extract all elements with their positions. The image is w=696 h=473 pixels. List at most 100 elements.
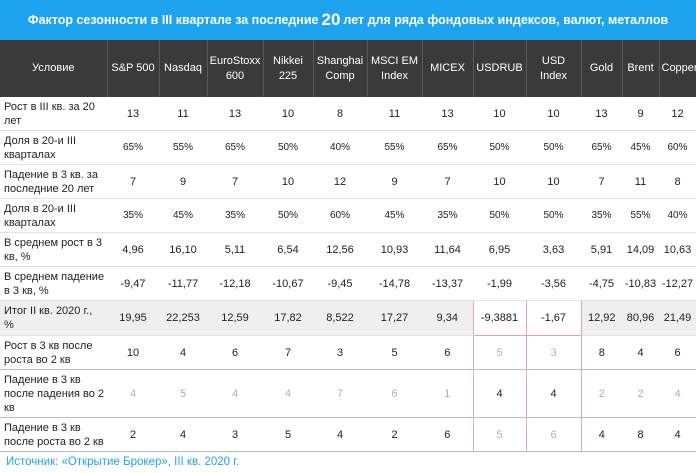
table-cell: -14,78: [367, 266, 422, 301]
row-condition-label: В среднем падение в 3 кв, %: [0, 266, 107, 301]
title-big-number: 20: [321, 10, 341, 29]
table-cell: 65%: [581, 130, 622, 165]
table-cell: 4: [525, 369, 582, 418]
table-cell: 2: [367, 417, 422, 452]
source-note: Источник: «Открытие Брокер», III кв. 202…: [6, 456, 240, 468]
table-cell: 9: [367, 164, 422, 199]
table-cell: 65%: [107, 130, 159, 165]
row-condition-label: Итог II кв. 2020 г., %: [0, 300, 107, 336]
table-cell: 3: [207, 417, 263, 452]
table-row: Падение в 3 кв после роста во 2 кв 2 4 3 5 4 2…: [0, 417, 696, 452]
page-title: Фактор сезонности в III квартале за посл…: [0, 0, 696, 40]
table-cell: 10: [107, 335, 159, 370]
table-cell: 4: [659, 369, 696, 418]
header-col: Nasdaq: [159, 40, 208, 97]
table-row: Падение в 3 кв после падения во 2 кв 4 5 4 4…: [0, 369, 696, 418]
table-cell: 3: [313, 335, 367, 370]
table-cell: 4: [622, 335, 659, 370]
table-cell: 40%: [659, 198, 696, 233]
table-cell: 6: [659, 335, 696, 370]
table-cell: -9,47: [107, 266, 159, 301]
row-condition-label: Падение в 3 кв после роста во 2 кв: [0, 417, 107, 452]
header-col: Copper: [659, 40, 696, 97]
table-row: Доля в 20-и III кварталах 65% 55% 65% 50% 40%…: [0, 130, 696, 165]
table-cell: 80,96: [622, 300, 659, 336]
table-cell: 3,63: [526, 232, 581, 267]
table-cell: 6: [207, 335, 263, 370]
table-cell: 6: [422, 335, 473, 370]
table-cell: 6,95: [473, 232, 526, 267]
table-cell: 50%: [473, 130, 526, 165]
header-col: Shanghai Comp: [313, 40, 368, 97]
table-cell: -4,75: [581, 266, 622, 301]
table-cell: -9,3881: [472, 300, 527, 336]
row-condition-label: В среднем рост в 3 кв, %: [0, 232, 107, 267]
header-col: EuroStoxx 600: [207, 40, 264, 97]
title-post: лет для ряда фондовых индексов, валют, м…: [343, 13, 669, 27]
table-cell: 65%: [422, 130, 473, 165]
table-cell: 4: [207, 369, 263, 418]
table-cell: 11,64: [422, 232, 473, 267]
table-cell: 7: [581, 164, 622, 199]
table-cell: 10: [263, 97, 313, 131]
seasonality-table: Условие S&P 500 Nasdaq EuroStoxx 600 Nik…: [0, 40, 696, 452]
table-cell: 50%: [526, 198, 581, 233]
table-cell: 14,09: [622, 232, 659, 267]
table-cell: 7: [313, 369, 367, 418]
table-cell: -1,99: [473, 266, 526, 301]
table-cell: 13: [207, 97, 263, 131]
table-row: В среднем рост в 3 кв, % 4,96 16,10 5,11 6,5…: [0, 232, 696, 267]
table-cell: 6,54: [263, 232, 313, 267]
table-cell: 6: [367, 369, 422, 418]
table-cell: 10,63: [659, 232, 696, 267]
table-cell: 11: [367, 97, 422, 131]
header-col: Gold: [581, 40, 623, 97]
table-cell: 55%: [367, 130, 422, 165]
row-condition-label: Рост в III кв. за 20 лет: [0, 97, 107, 131]
header-col: Brent: [622, 40, 660, 97]
table-cell: 4: [313, 417, 367, 452]
table-cell: 7: [207, 164, 263, 199]
header-condition: Условие: [0, 40, 108, 97]
table-cell: 12: [313, 164, 367, 199]
table-cell: 12: [659, 97, 696, 131]
table-cell: 5: [472, 417, 527, 452]
header-col: S&P 500: [107, 40, 160, 97]
table-cell: 10: [473, 97, 526, 131]
table-row: В среднем падение в 3 кв, % -9,47 -11,77 -1…: [0, 266, 696, 301]
table-cell: 9,34: [422, 300, 473, 336]
table-cell: 45%: [159, 198, 207, 233]
table-cell: 21,49: [659, 300, 696, 336]
table-cell: 22,253: [159, 300, 207, 336]
table-cell: 5: [263, 417, 313, 452]
table-cell: 55%: [159, 130, 207, 165]
table-row: Рост в 3 кв после роста во 2 кв 10 4 6 7 3 5 6 5…: [0, 335, 696, 370]
table-cell: 50%: [263, 130, 313, 165]
table-cell: 8,522: [313, 300, 367, 336]
table-cell: 12,92: [581, 300, 622, 336]
title-pre: Фактор сезонности в III квартале за посл…: [27, 13, 319, 27]
table-cell: 4: [263, 369, 313, 418]
table-cell: 7: [422, 164, 473, 199]
table-cell: 40%: [313, 130, 367, 165]
table-cell: 2: [581, 369, 622, 418]
header-row: Условие S&P 500 Nasdaq EuroStoxx 600 Nik…: [0, 40, 696, 97]
table-cell: 6: [525, 417, 582, 452]
table-cell: -1,67: [525, 300, 582, 336]
table-cell: 60%: [659, 130, 696, 165]
table-cell: 4: [472, 369, 527, 418]
table-cell: 10: [263, 164, 313, 199]
header-col: USDRUB: [473, 40, 527, 97]
table-cell: 17,27: [367, 300, 422, 336]
row-condition-label: Рост в 3 кв после роста во 2 кв: [0, 335, 107, 370]
table-cell: 4: [581, 417, 622, 452]
row-condition-label: Падение в 3 кв после падения во 2 кв: [0, 369, 107, 418]
table-cell: 45%: [622, 130, 659, 165]
table-cell: 11: [159, 97, 207, 131]
table-cell: 55%: [622, 198, 659, 233]
table-cell: 12,56: [313, 232, 367, 267]
table-cell: -11,77: [159, 266, 207, 301]
table-cell: 9: [159, 164, 207, 199]
table-cell: 4: [107, 369, 159, 418]
table-cell: 9: [622, 97, 659, 131]
